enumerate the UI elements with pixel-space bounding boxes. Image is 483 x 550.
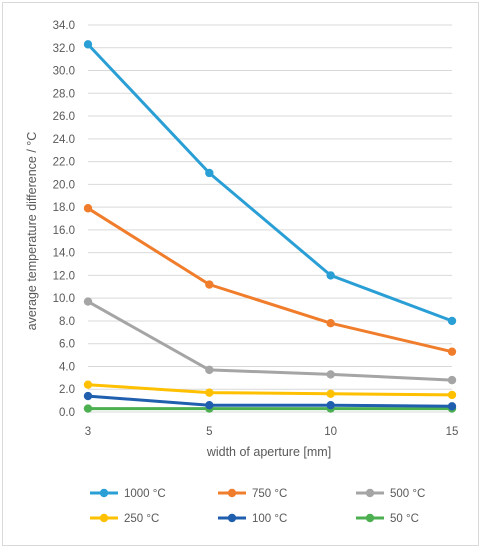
legend-item: 750 °C	[218, 488, 287, 500]
y-tick-label: 30.0	[53, 66, 75, 78]
y-tick-label: 18.0	[53, 202, 75, 214]
legend-marker	[99, 488, 109, 498]
series-line	[86, 300, 454, 382]
data-point	[205, 400, 214, 410]
chart-frame	[2, 2, 479, 546]
data-point	[326, 389, 335, 398]
data-point	[326, 319, 335, 328]
data-point	[447, 316, 457, 326]
legend-item: 250 °C	[90, 513, 159, 525]
data-point	[83, 391, 93, 401]
y-tick-label: 4.0	[59, 361, 75, 373]
data-point	[205, 365, 214, 375]
legend-item: 100 °C	[218, 513, 287, 525]
legend-item: 1000 °C	[90, 488, 166, 500]
legend: 1000 °C 750 °C 500 °C 250 °C 100 °C 50 °C	[90, 488, 425, 525]
y-tick-label: 24.0	[53, 134, 75, 146]
legend-marker	[365, 488, 375, 498]
y-tick-label: 14.0	[53, 248, 75, 260]
data-point	[205, 280, 214, 289]
y-tick-label: 22.0	[53, 157, 75, 169]
gridlines	[88, 24, 452, 390]
data-point	[447, 375, 457, 385]
series-line	[86, 206, 454, 354]
legend-marker	[99, 513, 109, 523]
legend-label: 100 °C	[252, 513, 287, 525]
series-1	[83, 204, 457, 356]
series-4	[83, 391, 457, 411]
legend-label: 50 °C	[390, 513, 419, 525]
y-tick-label: 6.0	[59, 339, 75, 351]
x-tick-label: 10	[324, 426, 337, 438]
data-point	[326, 370, 335, 379]
legend-marker	[227, 488, 237, 498]
y-tick-label: 32.0	[53, 43, 75, 55]
legend-label: 500 °C	[390, 488, 425, 500]
x-tick-labels: 3 5 10 15	[85, 426, 459, 438]
data-point	[83, 204, 93, 213]
y-tick-label: 20.0	[53, 179, 75, 191]
series-2	[83, 297, 457, 385]
series-line	[86, 394, 454, 408]
legend-marker	[365, 513, 375, 523]
data-point	[205, 388, 214, 397]
y-tick-label: 28.0	[53, 88, 75, 100]
y-tick-label: 2.0	[59, 384, 75, 396]
data-point	[205, 168, 214, 178]
data-point	[447, 402, 457, 411]
x-tick-label: 3	[85, 426, 91, 438]
data-point	[83, 404, 93, 413]
y-tick-label: 16.0	[53, 225, 75, 237]
y-tick-label: 8.0	[59, 316, 75, 328]
data-point	[83, 297, 93, 306]
data-point	[326, 271, 335, 280]
legend-label: 250 °C	[124, 513, 159, 525]
x-axis-title: width of aperture [mm]	[206, 445, 331, 459]
series-line	[86, 383, 454, 397]
legend-item: 500 °C	[356, 488, 425, 500]
series-line	[86, 42, 454, 323]
x-tick-label: 15	[446, 426, 459, 438]
data-point	[326, 400, 335, 410]
legend-item: 50 °C	[356, 513, 419, 525]
y-tick-label: 34.0	[53, 20, 75, 32]
y-tick-label: 26.0	[53, 111, 75, 123]
y-tick-label: 0.0	[59, 407, 75, 419]
legend-label: 750 °C	[252, 488, 287, 500]
y-tick-label: 10.0	[53, 293, 75, 305]
series-0	[83, 40, 457, 326]
series-group	[83, 40, 457, 413]
data-point	[83, 380, 93, 389]
data-point	[83, 40, 93, 49]
legend-marker	[227, 513, 237, 523]
legend-label: 1000 °C	[124, 488, 166, 500]
data-point	[447, 390, 457, 400]
y-axis-title: average temperature difference / °C	[25, 132, 39, 331]
x-tick-label: 5	[206, 426, 212, 438]
y-tick-labels: 0.0 2.0 4.0 6.0 8.0 10.0 12.0 14.0 16.0 18.0 20.0 2…	[53, 20, 75, 419]
series-3	[83, 380, 457, 400]
data-point	[447, 347, 457, 356]
y-tick-label: 12.0	[53, 270, 75, 282]
